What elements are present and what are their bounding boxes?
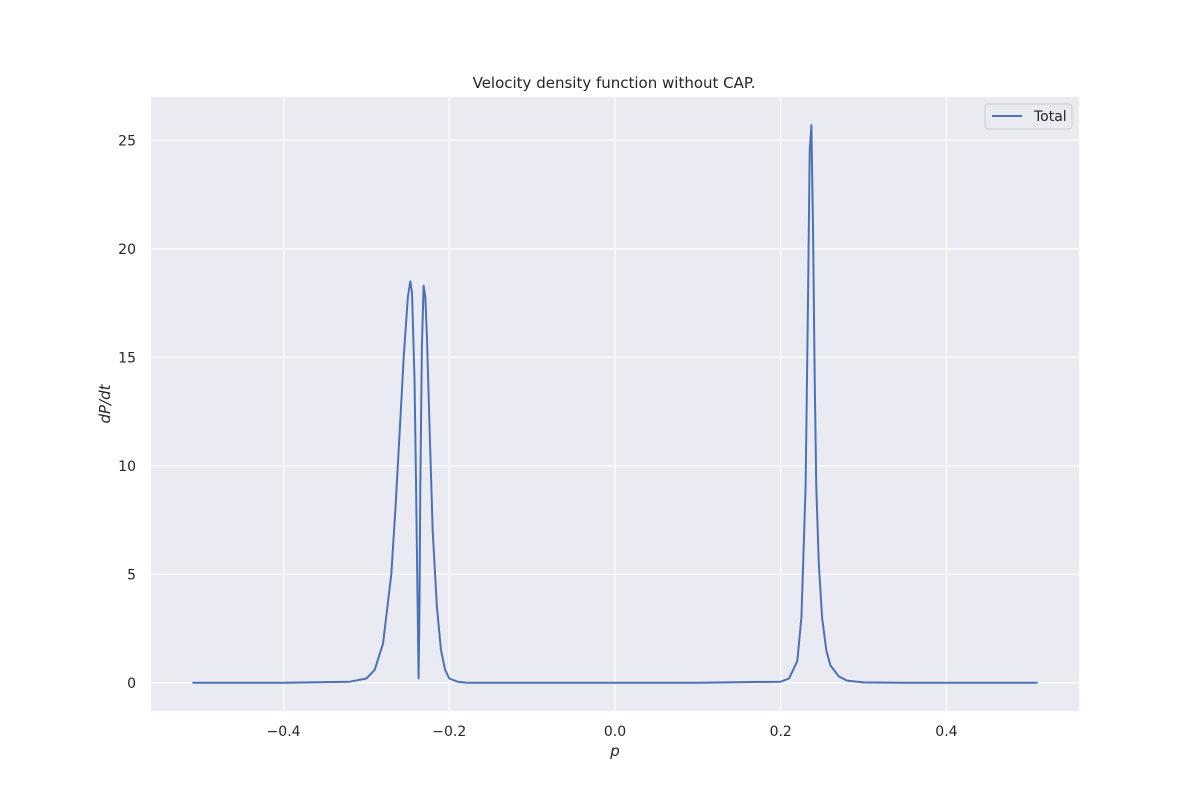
legend-box — [984, 103, 1073, 130]
chart-title: Velocity density function without CAP. — [473, 74, 756, 92]
x-tick-label: 0.0 — [604, 724, 626, 740]
x-tick-label: −0.4 — [267, 724, 301, 740]
y-tick-label: 0 — [127, 676, 136, 692]
y-axis-title: dP/dt — [96, 383, 114, 423]
y-tick-label: 5 — [127, 567, 136, 583]
y-tick-label: 20 — [118, 242, 136, 258]
series-layer — [192, 124, 1038, 684]
grid-lines — [151, 97, 1079, 711]
y-tick-label: 15 — [118, 350, 136, 366]
legend-label-total: Total — [1033, 109, 1067, 125]
x-tick-label: 0.2 — [770, 724, 792, 740]
y-tick-label: 25 — [118, 133, 136, 149]
tick-labels: −0.4 −0.2 0.0 0.2 0.4 0 5 10 15 20 25 — [118, 133, 957, 740]
series-line-total — [192, 124, 1038, 684]
legend: Total — [984, 103, 1073, 130]
x-tick-label: −0.2 — [432, 724, 466, 740]
x-tick-label: 0.4 — [935, 724, 957, 740]
x-axis-title: p — [609, 742, 620, 760]
y-tick-label: 10 — [118, 459, 136, 475]
